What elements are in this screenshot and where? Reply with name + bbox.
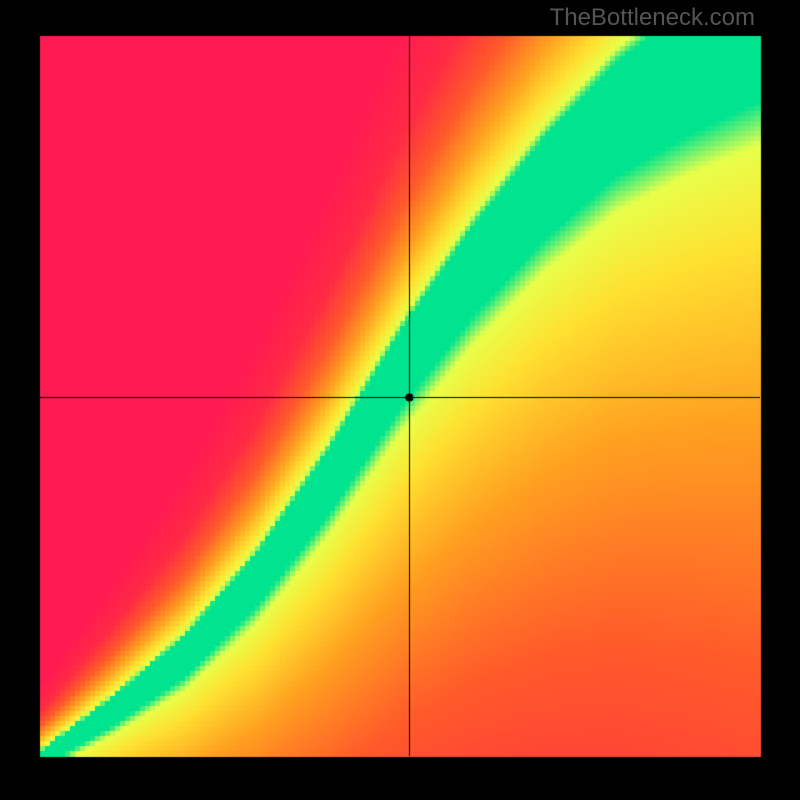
bottleneck-heatmap — [0, 0, 800, 800]
attribution-label: TheBottleneck.com — [550, 4, 755, 32]
